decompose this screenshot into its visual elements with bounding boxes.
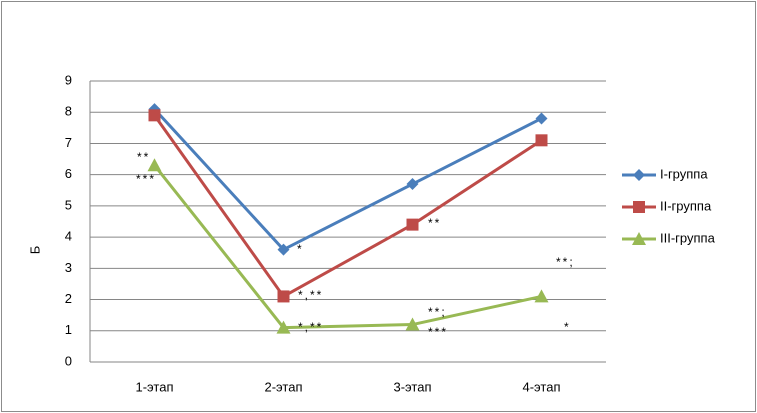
legend-label: II-группа	[660, 198, 712, 213]
annotation: **	[428, 216, 441, 230]
series-line	[153, 108, 543, 252]
data-point	[277, 243, 290, 256]
y-tick-label: 3	[65, 260, 72, 275]
series-line	[153, 114, 543, 298]
data-point	[405, 317, 420, 331]
legend-label: III-группа	[660, 230, 716, 245]
data-point	[148, 109, 161, 122]
annotation: *,**	[298, 288, 323, 302]
y-tick-label: 8	[65, 104, 72, 119]
y-tick-label: 4	[65, 229, 72, 244]
legend-marker	[633, 169, 645, 181]
y-tick-label: 5	[65, 197, 72, 212]
data-point	[147, 158, 162, 172]
annotation: *	[297, 242, 304, 256]
data-point	[406, 218, 419, 231]
legend-label: I-группа	[660, 166, 708, 181]
annotation: **;	[556, 255, 575, 269]
annotation: *,**	[298, 320, 323, 334]
y-tick-label: 0	[65, 353, 72, 368]
data-point	[535, 112, 548, 125]
legend-marker	[632, 232, 646, 245]
data-point	[276, 320, 291, 334]
x-tick-label: 3-этап	[394, 379, 432, 394]
annotation: ***	[136, 172, 156, 186]
y-tick-label: 9	[65, 72, 72, 87]
x-tick-label: 2-этап	[265, 379, 303, 394]
data-point	[277, 290, 290, 303]
annotation: *	[564, 320, 571, 334]
y-tick-label: 2	[65, 291, 72, 306]
annotation: ***	[428, 325, 448, 339]
data-point	[535, 134, 548, 147]
y-tick-label: 6	[65, 166, 72, 181]
series-line	[153, 164, 542, 330]
annotation: **;	[428, 305, 447, 319]
y-tick-label: 1	[65, 322, 72, 337]
data-point	[534, 289, 549, 303]
legend-marker	[633, 201, 645, 213]
annotation: **	[137, 150, 150, 164]
x-tick-label: 1-этап	[136, 379, 174, 394]
y-tick-label: 7	[65, 135, 72, 150]
data-point	[406, 178, 419, 191]
x-tick-label: 4-этап	[523, 379, 561, 394]
y-axis-label: Б	[27, 246, 42, 255]
